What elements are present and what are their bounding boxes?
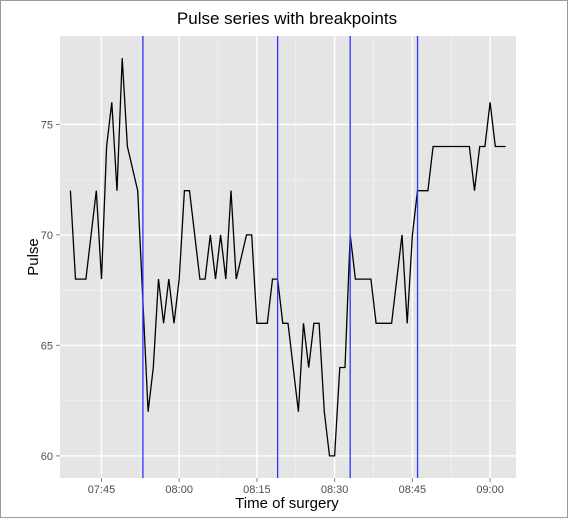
x-axis: 07:45 08:00 08:15 08:30 08:45 09:00: [88, 478, 504, 496]
plot-panel: [60, 36, 516, 478]
x-tick-label: 08:15: [243, 484, 271, 496]
x-tick-label: 08:30: [321, 484, 349, 496]
chart-title: Pulse series with breakpoints: [177, 9, 397, 28]
breakpoint-layer: [142, 36, 419, 478]
x-tick-label: 08:45: [399, 484, 427, 496]
minor-gridlines: [60, 36, 516, 478]
x-tick-label: 09:00: [476, 484, 504, 496]
y-tick-label: 70: [41, 230, 53, 242]
y-tick-label: 75: [41, 119, 53, 131]
y-tick-label: 65: [41, 340, 53, 352]
series-layer: [69, 58, 506, 457]
x-axis-label: Time of surgery: [235, 495, 339, 512]
y-axis-label: Pulse: [25, 238, 42, 276]
pulse-series-line: [69, 58, 506, 457]
x-tick-label: 07:45: [88, 484, 116, 496]
y-tick-label: 60: [41, 451, 53, 463]
major-gridlines: [60, 36, 516, 478]
x-tick-label: 08:00: [165, 484, 193, 496]
y-axis: 60 65 70 75: [41, 119, 60, 463]
